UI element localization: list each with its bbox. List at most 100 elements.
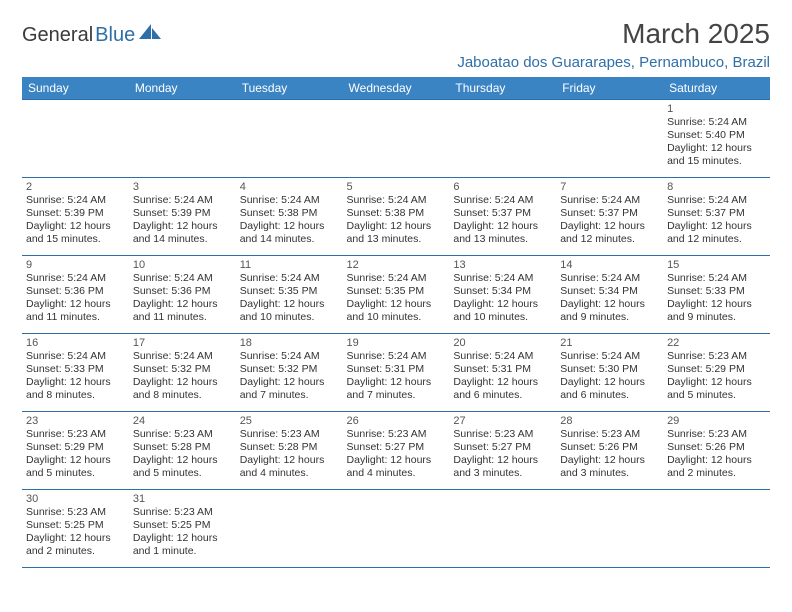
calendar-week: 23Sunrise: 5:23 AMSunset: 5:29 PMDayligh… — [22, 412, 770, 490]
sunset-line: Sunset: 5:36 PM — [133, 285, 232, 298]
daylight-line: Daylight: 12 hours and 4 minutes. — [240, 454, 339, 480]
calendar-cell: 23Sunrise: 5:23 AMSunset: 5:29 PMDayligh… — [22, 412, 129, 490]
day-number: 31 — [133, 493, 232, 505]
calendar-cell: 3Sunrise: 5:24 AMSunset: 5:39 PMDaylight… — [129, 178, 236, 256]
daylight-line: Daylight: 12 hours and 1 minute. — [133, 532, 232, 558]
sunset-line: Sunset: 5:36 PM — [26, 285, 125, 298]
brand-part1: General — [22, 24, 93, 47]
calendar-body: 1Sunrise: 5:24 AMSunset: 5:40 PMDaylight… — [22, 100, 770, 568]
daylight-line: Daylight: 12 hours and 3 minutes. — [560, 454, 659, 480]
daylight-line: Daylight: 12 hours and 5 minutes. — [133, 454, 232, 480]
calendar-week: 30Sunrise: 5:23 AMSunset: 5:25 PMDayligh… — [22, 490, 770, 568]
sunset-line: Sunset: 5:31 PM — [347, 363, 446, 376]
calendar-week: 1Sunrise: 5:24 AMSunset: 5:40 PMDaylight… — [22, 100, 770, 178]
calendar-cell: 25Sunrise: 5:23 AMSunset: 5:28 PMDayligh… — [236, 412, 343, 490]
day-number: 16 — [26, 337, 125, 349]
day-number: 25 — [240, 415, 339, 427]
day-number: 2 — [26, 181, 125, 193]
page-header: General Blue March 2025 Jaboatao dos Gua… — [22, 18, 770, 71]
day-number: 1 — [667, 103, 766, 115]
calendar-header-row: SundayMondayTuesdayWednesdayThursdayFrid… — [22, 77, 770, 100]
calendar-cell: 14Sunrise: 5:24 AMSunset: 5:34 PMDayligh… — [556, 256, 663, 334]
daylight-line: Daylight: 12 hours and 7 minutes. — [347, 376, 446, 402]
daylight-line: Daylight: 12 hours and 6 minutes. — [560, 376, 659, 402]
sunrise-line: Sunrise: 5:24 AM — [560, 350, 659, 363]
calendar-week: 16Sunrise: 5:24 AMSunset: 5:33 PMDayligh… — [22, 334, 770, 412]
sunset-line: Sunset: 5:37 PM — [453, 207, 552, 220]
weekday-header: Wednesday — [343, 77, 450, 100]
daylight-line: Daylight: 12 hours and 5 minutes. — [26, 454, 125, 480]
calendar-cell: 9Sunrise: 5:24 AMSunset: 5:36 PMDaylight… — [22, 256, 129, 334]
sunrise-line: Sunrise: 5:24 AM — [560, 194, 659, 207]
calendar-cell — [236, 100, 343, 178]
calendar-cell — [343, 100, 450, 178]
sunrise-line: Sunrise: 5:23 AM — [26, 506, 125, 519]
sunset-line: Sunset: 5:35 PM — [240, 285, 339, 298]
sunset-line: Sunset: 5:27 PM — [347, 441, 446, 454]
sunset-line: Sunset: 5:27 PM — [453, 441, 552, 454]
calendar-cell: 20Sunrise: 5:24 AMSunset: 5:31 PMDayligh… — [449, 334, 556, 412]
day-number: 10 — [133, 259, 232, 271]
daylight-line: Daylight: 12 hours and 13 minutes. — [453, 220, 552, 246]
daylight-line: Daylight: 12 hours and 13 minutes. — [347, 220, 446, 246]
calendar-cell: 26Sunrise: 5:23 AMSunset: 5:27 PMDayligh… — [343, 412, 450, 490]
sunrise-line: Sunrise: 5:24 AM — [560, 272, 659, 285]
daylight-line: Daylight: 12 hours and 3 minutes. — [453, 454, 552, 480]
weekday-header: Sunday — [22, 77, 129, 100]
daylight-line: Daylight: 12 hours and 9 minutes. — [667, 298, 766, 324]
sunset-line: Sunset: 5:35 PM — [347, 285, 446, 298]
daylight-line: Daylight: 12 hours and 15 minutes. — [26, 220, 125, 246]
day-number: 17 — [133, 337, 232, 349]
day-number: 9 — [26, 259, 125, 271]
calendar-cell: 12Sunrise: 5:24 AMSunset: 5:35 PMDayligh… — [343, 256, 450, 334]
daylight-line: Daylight: 12 hours and 7 minutes. — [240, 376, 339, 402]
daylight-line: Daylight: 12 hours and 10 minutes. — [453, 298, 552, 324]
daylight-line: Daylight: 12 hours and 11 minutes. — [26, 298, 125, 324]
sunset-line: Sunset: 5:34 PM — [453, 285, 552, 298]
sunset-line: Sunset: 5:28 PM — [240, 441, 339, 454]
sunset-line: Sunset: 5:39 PM — [133, 207, 232, 220]
calendar-cell: 2Sunrise: 5:24 AMSunset: 5:39 PMDaylight… — [22, 178, 129, 256]
title-block: March 2025 Jaboatao dos Guararapes, Pern… — [457, 18, 770, 71]
daylight-line: Daylight: 12 hours and 8 minutes. — [133, 376, 232, 402]
calendar-cell — [22, 100, 129, 178]
sunrise-line: Sunrise: 5:24 AM — [667, 272, 766, 285]
sunset-line: Sunset: 5:25 PM — [26, 519, 125, 532]
sunrise-line: Sunrise: 5:24 AM — [240, 272, 339, 285]
daylight-line: Daylight: 12 hours and 10 minutes. — [347, 298, 446, 324]
calendar-cell — [449, 100, 556, 178]
calendar-cell: 6Sunrise: 5:24 AMSunset: 5:37 PMDaylight… — [449, 178, 556, 256]
calendar-cell: 29Sunrise: 5:23 AMSunset: 5:26 PMDayligh… — [663, 412, 770, 490]
calendar-cell — [129, 100, 236, 178]
sunset-line: Sunset: 5:29 PM — [26, 441, 125, 454]
weekday-header: Tuesday — [236, 77, 343, 100]
day-number: 3 — [133, 181, 232, 193]
sunrise-line: Sunrise: 5:24 AM — [26, 350, 125, 363]
sunrise-line: Sunrise: 5:23 AM — [133, 506, 232, 519]
calendar-cell — [556, 490, 663, 568]
weekday-header: Monday — [129, 77, 236, 100]
sunrise-line: Sunrise: 5:24 AM — [453, 272, 552, 285]
sunrise-line: Sunrise: 5:23 AM — [133, 428, 232, 441]
daylight-line: Daylight: 12 hours and 12 minutes. — [560, 220, 659, 246]
calendar-cell: 11Sunrise: 5:24 AMSunset: 5:35 PMDayligh… — [236, 256, 343, 334]
sunset-line: Sunset: 5:37 PM — [560, 207, 659, 220]
calendar-cell — [236, 490, 343, 568]
daylight-line: Daylight: 12 hours and 15 minutes. — [667, 142, 766, 168]
sunset-line: Sunset: 5:32 PM — [133, 363, 232, 376]
calendar-cell: 5Sunrise: 5:24 AMSunset: 5:38 PMDaylight… — [343, 178, 450, 256]
day-number: 14 — [560, 259, 659, 271]
day-number: 22 — [667, 337, 766, 349]
calendar-cell: 31Sunrise: 5:23 AMSunset: 5:25 PMDayligh… — [129, 490, 236, 568]
calendar-cell — [343, 490, 450, 568]
calendar-cell — [663, 490, 770, 568]
sunrise-line: Sunrise: 5:24 AM — [453, 350, 552, 363]
daylight-line: Daylight: 12 hours and 4 minutes. — [347, 454, 446, 480]
calendar-cell — [556, 100, 663, 178]
brand-part2: Blue — [95, 24, 135, 47]
calendar-table: SundayMondayTuesdayWednesdayThursdayFrid… — [22, 77, 770, 568]
sunrise-line: Sunrise: 5:23 AM — [240, 428, 339, 441]
sunrise-line: Sunrise: 5:23 AM — [667, 350, 766, 363]
calendar-cell: 24Sunrise: 5:23 AMSunset: 5:28 PMDayligh… — [129, 412, 236, 490]
calendar-week: 2 Sunrise: 5:24 AM Sunset: 5:39 PM Daylight… — [22, 178, 770, 256]
